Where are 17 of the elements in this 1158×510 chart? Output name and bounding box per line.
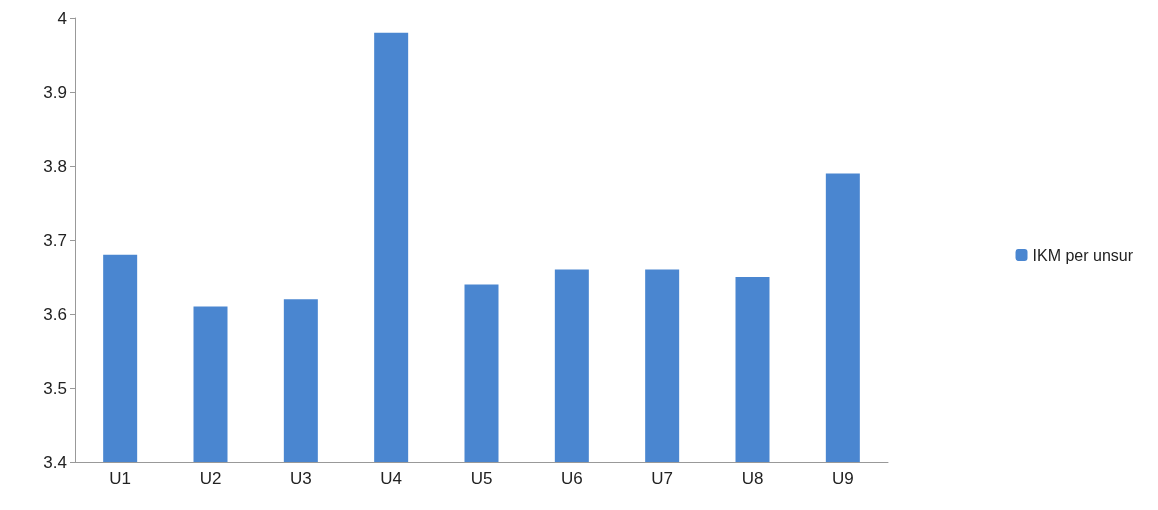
- y-tick-label: 3.8: [43, 156, 67, 176]
- x-tick-label: U9: [831, 469, 854, 488]
- legend-label: IKM per unsur: [1032, 246, 1134, 264]
- y-tick-label: 4: [57, 8, 67, 28]
- x-tick-label: U3: [289, 469, 312, 488]
- x-tick-label: U6: [560, 469, 583, 488]
- x-tick-label: U1: [109, 469, 132, 488]
- x-tick-label: U7: [651, 469, 674, 488]
- x-tick-label: U5: [470, 469, 493, 488]
- y-tick-label: 3.9: [43, 82, 67, 102]
- x-tick-label: U8: [741, 469, 764, 488]
- x-tick-label: U4: [380, 469, 403, 488]
- x-tick-label: U2: [199, 469, 222, 488]
- y-tick-label: 3.6: [43, 304, 67, 324]
- y-tick-label: 3.7: [43, 230, 67, 250]
- y-tick-label: 3.4: [43, 452, 67, 472]
- y-tick-label: 3.5: [43, 378, 67, 398]
